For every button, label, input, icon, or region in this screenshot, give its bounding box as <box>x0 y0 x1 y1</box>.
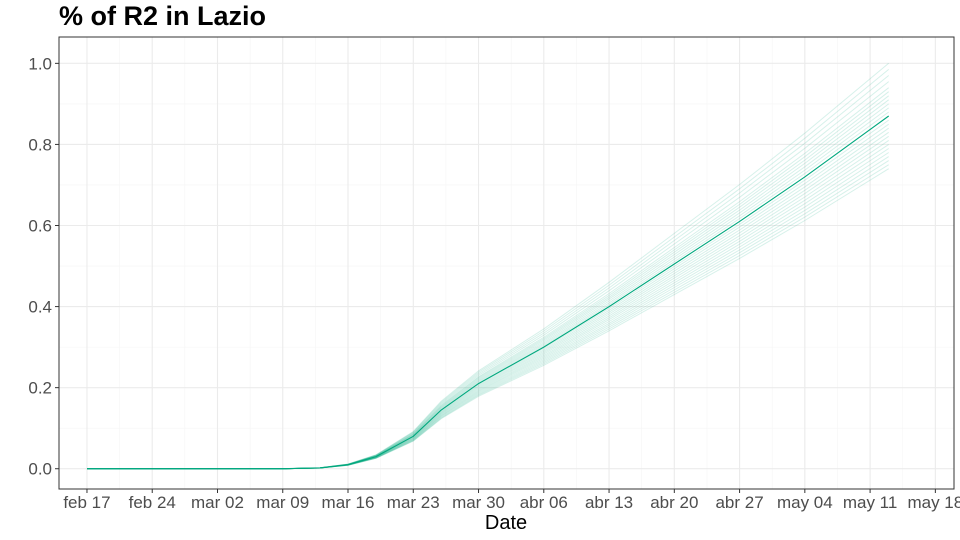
chart-title: % of R2 in Lazio <box>59 1 266 31</box>
x-tick-label: may 11 <box>843 493 898 512</box>
x-axis: feb 17 feb 24 mar 02 mar 09 mar 16 mar 23 mar … <box>63 489 960 512</box>
x-tick-label: feb 24 <box>129 493 176 512</box>
y-tick-label: 0.2 <box>28 379 52 398</box>
x-axis-title: Date <box>485 512 527 534</box>
x-tick-label: abr 13 <box>585 493 633 512</box>
x-tick-label: mar 02 <box>191 493 244 512</box>
y-axis: 0.0 0.2 0.4 0.6 0.8 1.0 <box>28 54 59 479</box>
x-tick-label: may 04 <box>777 493 833 512</box>
y-tick-label: 0.6 <box>28 217 52 236</box>
y-tick-label: 1.0 <box>28 54 52 73</box>
plot-background <box>59 37 954 489</box>
x-tick-label: feb 17 <box>63 493 110 512</box>
y-tick-label: 0.8 <box>28 135 52 154</box>
y-tick-label: 0.0 <box>28 460 52 479</box>
x-tick-label: mar 23 <box>387 493 440 512</box>
x-tick-label: abr 20 <box>650 493 698 512</box>
y-tick-label: 0.4 <box>28 298 52 317</box>
grid-minor <box>59 37 954 489</box>
x-tick-label: mar 16 <box>322 493 375 512</box>
x-tick-label: mar 09 <box>256 493 309 512</box>
x-tick-label: mar 30 <box>452 493 505 512</box>
x-tick-label: abr 06 <box>520 493 568 512</box>
plot-border <box>58 36 955 490</box>
x-tick-label: abr 27 <box>715 493 763 512</box>
median-series-line <box>87 115 890 470</box>
x-tick-label: may 18 <box>907 493 960 512</box>
